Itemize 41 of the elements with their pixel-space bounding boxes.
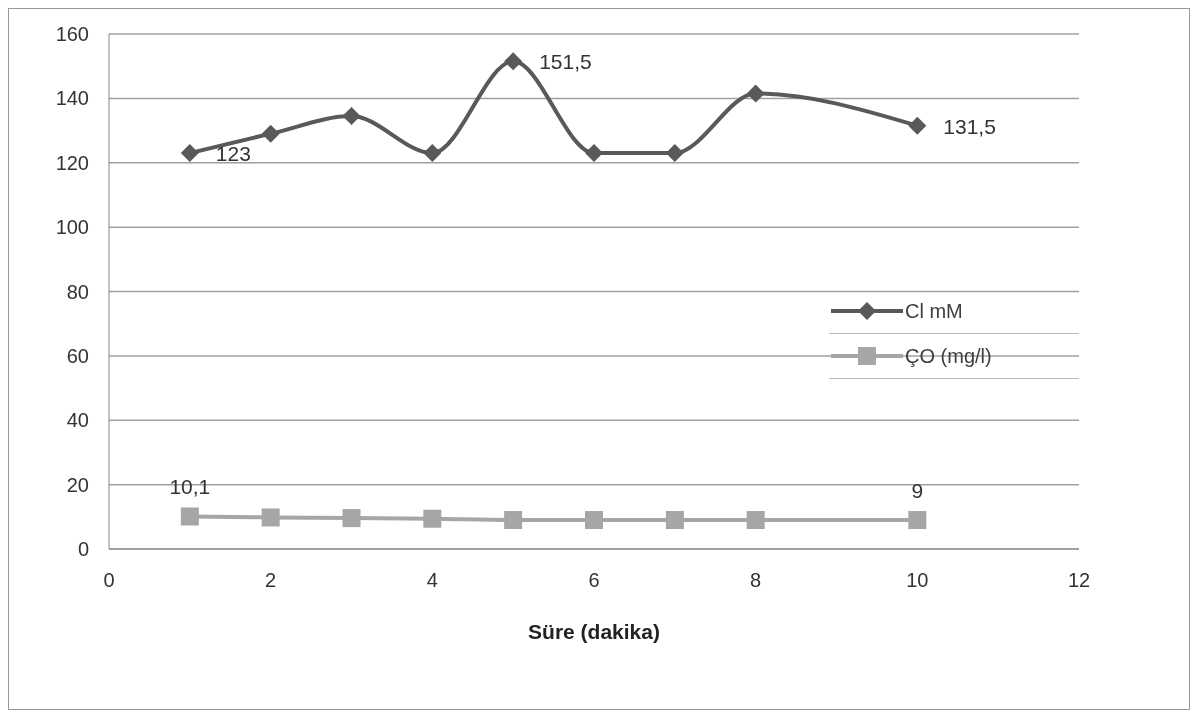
x-tick-label: 2 [265,569,277,592]
y-tick-label: 140 [55,87,89,110]
point [746,511,765,530]
point [665,511,684,530]
point [342,107,361,126]
point [423,144,442,163]
point [746,84,765,103]
legend-label: ÇO (mg/l) [905,344,992,368]
y-tick-label: 60 [66,344,89,367]
legend-label: Cl mM [905,299,963,323]
y-tick-label: 120 [55,151,89,174]
point [180,507,199,526]
point [423,509,442,528]
data-label: 131,5 [943,114,996,138]
point [908,116,927,135]
y-tick-label: 0 [77,538,89,561]
point [908,511,927,530]
point [180,144,199,163]
point [261,508,280,527]
point [504,511,523,530]
point [261,124,280,143]
y-tick-label: 20 [66,473,89,496]
point [585,144,603,163]
x-axis-title: Süre (dakika) [528,620,660,643]
x-tick-label: 10 [906,569,929,592]
y-tick-label: 80 [66,280,89,303]
point [342,509,361,528]
x-tick-label: 4 [426,569,438,592]
data-label: 9 [911,479,924,503]
x-tick-label: 0 [103,569,115,592]
point [504,52,523,71]
data-label: 151,5 [539,50,592,74]
x-tick-label: 8 [750,569,762,592]
data-label: 10,1 [169,475,211,499]
y-tick-label: 100 [55,216,89,239]
point [585,511,603,530]
data-label: 123 [215,142,251,166]
x-tick-label: 12 [1067,569,1091,592]
x-tick-label: 6 [588,569,600,592]
y-tick-label: 160 [55,23,89,46]
y-tick-label: 40 [66,409,89,432]
